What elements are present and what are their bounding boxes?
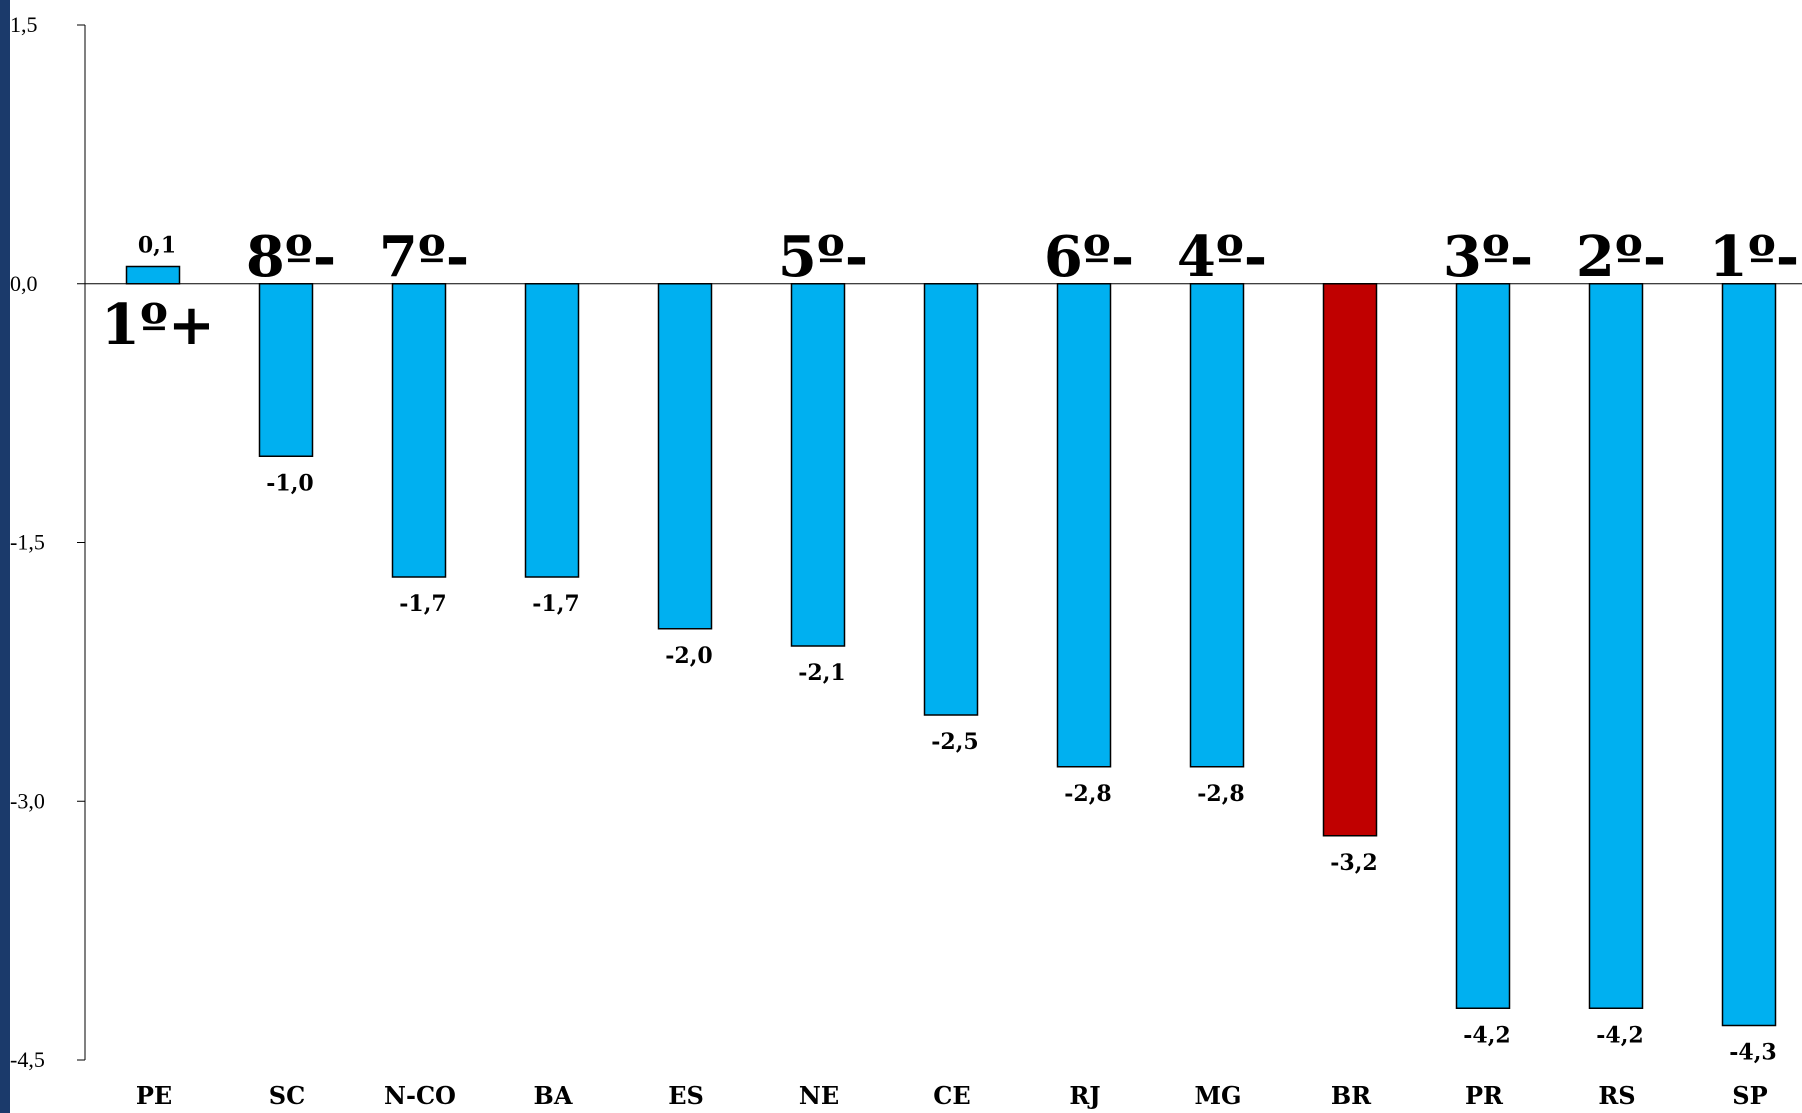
value-label: -4,2	[1596, 1022, 1643, 1048]
bar-n-co	[391, 283, 447, 578]
category-label: BR	[1331, 1081, 1372, 1110]
value-label: -2,1	[798, 660, 845, 686]
y-tick-label: 1,5	[10, 12, 38, 37]
y-tick-label: -3,0	[10, 788, 45, 813]
category-label: NE	[799, 1081, 839, 1110]
category-label: SP	[1732, 1081, 1767, 1110]
category-label: N-CO	[384, 1081, 456, 1110]
rank-label: 8º-	[246, 224, 336, 290]
rank-label: 5º-	[778, 224, 868, 290]
bars	[125, 265, 1777, 1027]
bar-es	[657, 283, 713, 630]
bar-ba	[524, 283, 580, 578]
labels: 0,1 PE 1º+ -1,0 SC 8º- -1,7 N-CO 7º- -1,7 BA -2,0 ES…	[101, 224, 1799, 1110]
rank-label: 3º-	[1443, 224, 1533, 290]
bar-ne	[790, 283, 846, 647]
value-label: -2,5	[931, 729, 978, 755]
rank-label: 4º-	[1177, 224, 1267, 290]
value-label: -1,7	[532, 591, 579, 617]
rank-label: 1º+	[101, 292, 215, 358]
category-label: MG	[1194, 1081, 1241, 1110]
category-label: PR	[1465, 1081, 1504, 1110]
value-label: -4,3	[1729, 1040, 1776, 1066]
category-label: RS	[1598, 1081, 1635, 1110]
category-label: BA	[534, 1081, 573, 1110]
bar-ce	[923, 283, 979, 716]
rank-label: 6º-	[1044, 224, 1134, 290]
bar-rj	[1056, 283, 1112, 768]
bar-pe	[125, 265, 181, 285]
bar-br	[1322, 283, 1378, 837]
category-label: ES	[668, 1081, 704, 1110]
value-label: -4,2	[1463, 1022, 1510, 1048]
y-tick-label: 0,0	[10, 271, 38, 296]
y-tick-label: -4,5	[10, 1047, 45, 1072]
rank-label: 7º-	[379, 224, 469, 290]
value-label: -2,8	[1197, 781, 1244, 807]
category-label: SC	[269, 1081, 305, 1110]
value-label: -1,0	[266, 470, 313, 496]
value-label: 0,1	[138, 233, 176, 259]
category-label: PE	[136, 1081, 172, 1110]
category-label: RJ	[1069, 1081, 1100, 1110]
value-label: -3,2	[1330, 850, 1377, 876]
rank-label: 2º-	[1576, 224, 1666, 290]
bar-pr	[1455, 283, 1511, 1009]
bar-rs	[1588, 283, 1644, 1009]
value-label: -2,0	[665, 643, 712, 669]
category-label: CE	[933, 1081, 970, 1110]
y-ticks: 1,5 0,0 -1,5 -3,0 -4,5	[10, 12, 85, 1072]
value-label: -1,7	[399, 591, 446, 617]
rank-label: 1º-	[1709, 224, 1799, 290]
y-tick-label: -1,5	[10, 530, 45, 555]
bar-mg	[1189, 283, 1245, 768]
value-label: -2,8	[1064, 781, 1111, 807]
bar-sp	[1721, 283, 1777, 1027]
bar-sc	[258, 283, 314, 457]
left-border-band	[0, 0, 10, 1113]
